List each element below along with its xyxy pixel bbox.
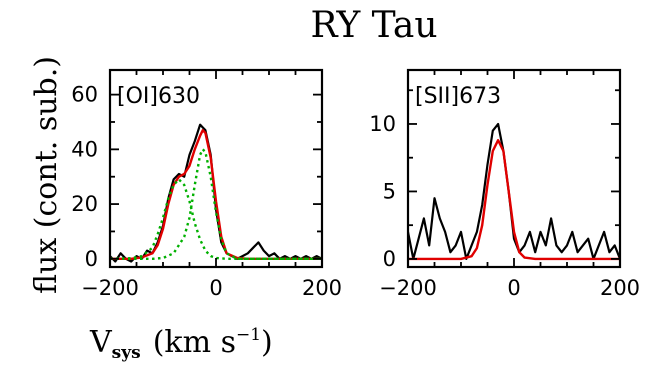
oi630-component-2-line: [110, 148, 322, 260]
sii673-fit-line: [408, 138, 620, 261]
oi630-fit-line: [110, 128, 322, 260]
oi630-component-1-line: [110, 178, 322, 260]
oi630-y-tick-label: 20: [71, 192, 98, 216]
oi630-x-tick-label: 200: [302, 276, 342, 300]
sii673-x-tick-label: −200: [379, 276, 437, 300]
x-axis-label-units: (km s: [153, 325, 236, 360]
oi630-x-tick-label: 0: [209, 276, 222, 300]
sii673-observed-line: [408, 122, 620, 260]
sii673-y-tick-label: 5: [383, 179, 396, 203]
oi630-y-tick-label: 0: [85, 247, 98, 271]
sii673-panel-label: [SII]673: [415, 84, 501, 109]
sii673-x-tick-label: 0: [507, 276, 520, 300]
figure-title: RY Tau: [310, 5, 437, 46]
sii673-y-tick-label: 10: [369, 112, 396, 136]
oi630-panel-label: [OI]630: [117, 84, 200, 109]
panel-sii673: −200 0 200 0 5 10 [SII]673: [369, 68, 640, 300]
x-axis-label: Vsys (km s−1): [89, 325, 273, 363]
panel-oi630: −200 0 200 0 20 40 60 [OI]630: [71, 68, 342, 300]
oi630-y-tick-label: 60: [71, 83, 98, 107]
oi630-x-tick-label: −200: [81, 276, 139, 300]
x-axis-label-close: ): [261, 325, 273, 360]
x-axis-label-v: V: [89, 325, 113, 360]
sii673-x-tick-label: 200: [600, 276, 640, 300]
oi630-y-tick-label: 40: [71, 137, 98, 161]
x-axis-label-sub: sys: [112, 343, 141, 363]
y-axis-label: flux (cont. sub.): [29, 56, 64, 294]
sii673-y-tick-label: 0: [383, 247, 396, 271]
x-axis-label-exponent: −1: [236, 325, 261, 345]
